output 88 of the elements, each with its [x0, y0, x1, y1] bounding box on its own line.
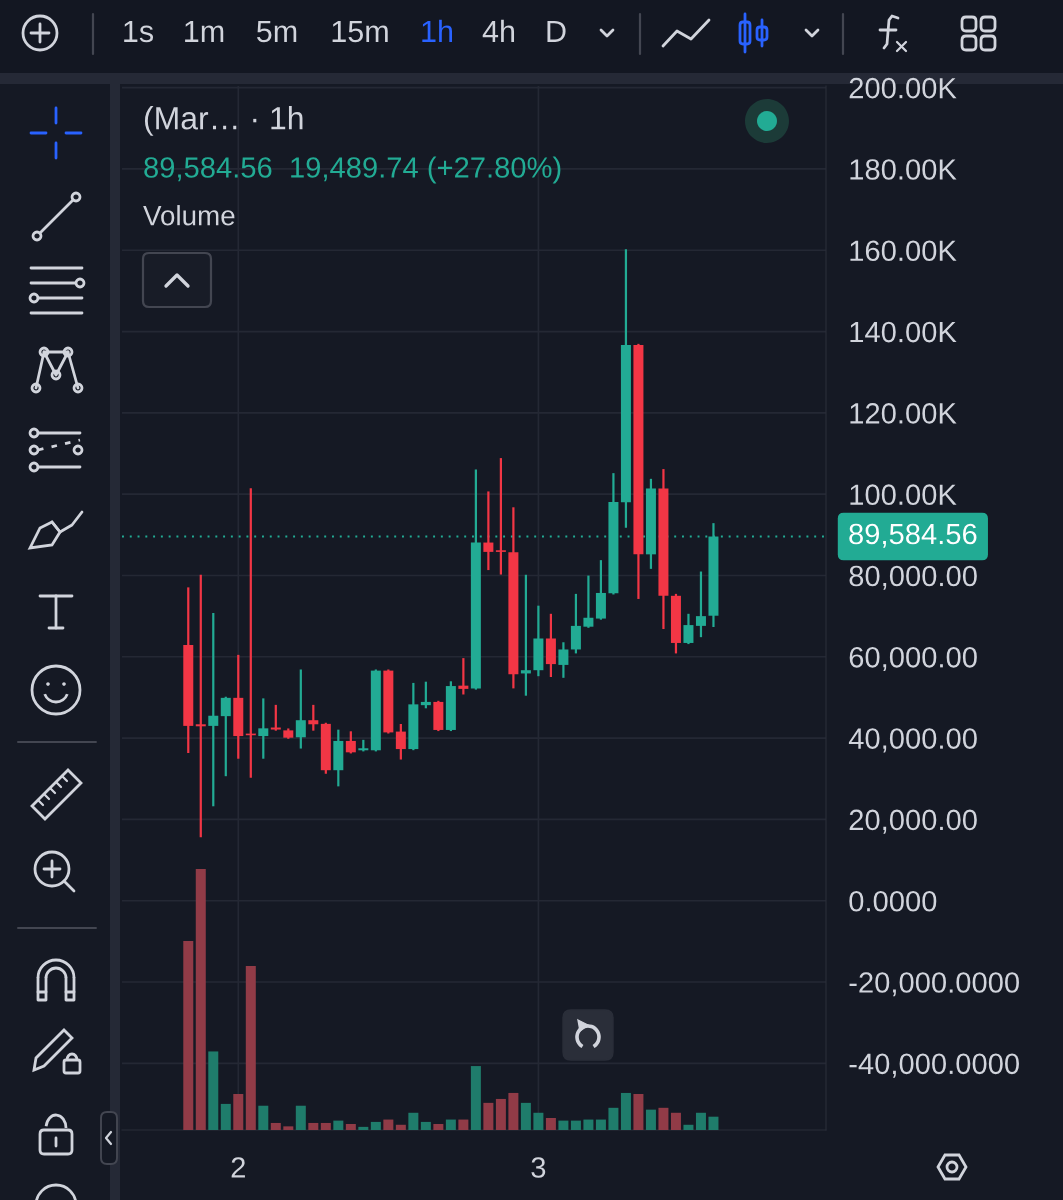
bar: [208, 1051, 219, 1130]
bar: [633, 1093, 644, 1130]
y-tick-label: 60,000.00: [849, 646, 977, 672]
y-tick-label: 40,000.00: [848, 728, 977, 753]
bar: [520, 1102, 531, 1130]
bar: [658, 1107, 669, 1130]
text: D: [547, 20, 566, 42]
bar: [195, 869, 206, 1130]
bar: [258, 1105, 269, 1130]
candlestick: [558, 642, 569, 678]
bar: [570, 1120, 581, 1130]
bar: [433, 1124, 444, 1130]
bar: [245, 966, 256, 1130]
text: 1h: [422, 19, 453, 42]
candlestick: [220, 696, 231, 777]
bar: [545, 1117, 556, 1130]
bar: [445, 1119, 456, 1130]
y-tick-label: 20,000.00: [849, 809, 977, 834]
bar: [283, 1126, 294, 1130]
candlestick: [420, 681, 431, 709]
candlestick: [308, 704, 319, 731]
bar: [383, 1119, 394, 1130]
candlestick: [208, 612, 219, 807]
bar: [345, 1124, 356, 1130]
candlestick: [395, 723, 406, 760]
bar: [220, 1103, 231, 1130]
text: 1m: [185, 20, 224, 42]
candlestick: [520, 574, 531, 696]
bar: [533, 1112, 544, 1130]
ref-line-label: 89,584.56: [849, 523, 977, 548]
bar: [708, 1116, 719, 1130]
bar: [620, 1092, 631, 1130]
y-tick-label: 0.0000: [849, 890, 937, 912]
bar: [408, 1112, 419, 1130]
text: 15m: [332, 20, 388, 43]
bar: [483, 1102, 494, 1130]
candlestick: [195, 574, 206, 838]
bar: [395, 1124, 406, 1130]
bar: [308, 1122, 319, 1130]
y-tick-label: 160.00K: [850, 240, 957, 262]
text: 1s: [124, 20, 154, 43]
candlestick: [270, 704, 281, 731]
text: 5m: [257, 20, 297, 43]
bar: [595, 1119, 606, 1130]
bar: [695, 1112, 706, 1130]
candlestick: [483, 491, 494, 571]
y-tick-label: 80,000.00: [849, 565, 977, 590]
x-tick-label: 3: [531, 1157, 546, 1178]
bar: [508, 1092, 519, 1130]
bar: [683, 1124, 694, 1130]
bar: [333, 1120, 344, 1130]
bar: [583, 1119, 594, 1130]
bar: [358, 1126, 369, 1130]
candlestick: [683, 613, 694, 645]
bar: [458, 1119, 469, 1130]
bar: [270, 1122, 281, 1130]
y-tick-label: -40,000.0000: [849, 1053, 1019, 1078]
y-tick-label: 100.00K: [850, 484, 957, 506]
y-tick-label: 200.00K: [849, 77, 957, 99]
text: 4h: [482, 19, 515, 42]
candlestick: [583, 575, 594, 628]
bar: [295, 1105, 306, 1130]
bar: [470, 1066, 481, 1130]
bar: [183, 941, 194, 1130]
text: (Mar… · 1h: [144, 106, 303, 136]
bar: [420, 1121, 431, 1130]
bar: [495, 1098, 506, 1130]
candlestick: [495, 458, 506, 575]
text: 89,584.56 19,489.74 (+27.80%): [144, 156, 561, 184]
y-tick-label: 120.00K: [850, 403, 957, 424]
bar: [558, 1120, 569, 1130]
candlestick: [695, 571, 706, 638]
bar: [608, 1107, 619, 1130]
candlestick: [345, 731, 356, 754]
candlestick: [295, 669, 306, 749]
y-tick-label: 180.00K: [850, 159, 957, 180]
bar: [670, 1112, 681, 1130]
candlestick: [458, 658, 469, 695]
bar: [320, 1122, 331, 1130]
x-tick-label: 2: [231, 1157, 245, 1178]
candlestick: [570, 593, 581, 654]
bar: [645, 1109, 656, 1130]
bar: [370, 1121, 381, 1130]
bar: [233, 1093, 244, 1130]
y-tick-label: 140.00K: [850, 321, 957, 343]
candlestick: [258, 698, 269, 759]
chart-title: Volume: [143, 205, 235, 226]
y-tick-label: -20,000.0000: [849, 972, 1019, 997]
